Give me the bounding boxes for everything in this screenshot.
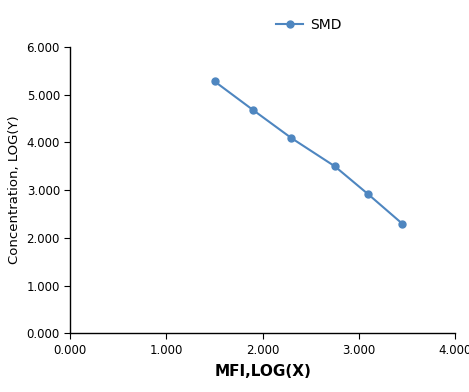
- SMD: [399, 221, 405, 226]
- SMD: [332, 164, 338, 169]
- SMD: [288, 136, 294, 140]
- SMD: [250, 108, 256, 113]
- Line: SMD: SMD: [211, 78, 406, 227]
- SMD: [366, 192, 371, 197]
- X-axis label: MFI,LOG(X): MFI,LOG(X): [214, 363, 311, 379]
- Legend: SMD: SMD: [270, 12, 348, 37]
- Y-axis label: Concentration, LOG(Y): Concentration, LOG(Y): [8, 116, 21, 265]
- SMD: [212, 79, 218, 84]
